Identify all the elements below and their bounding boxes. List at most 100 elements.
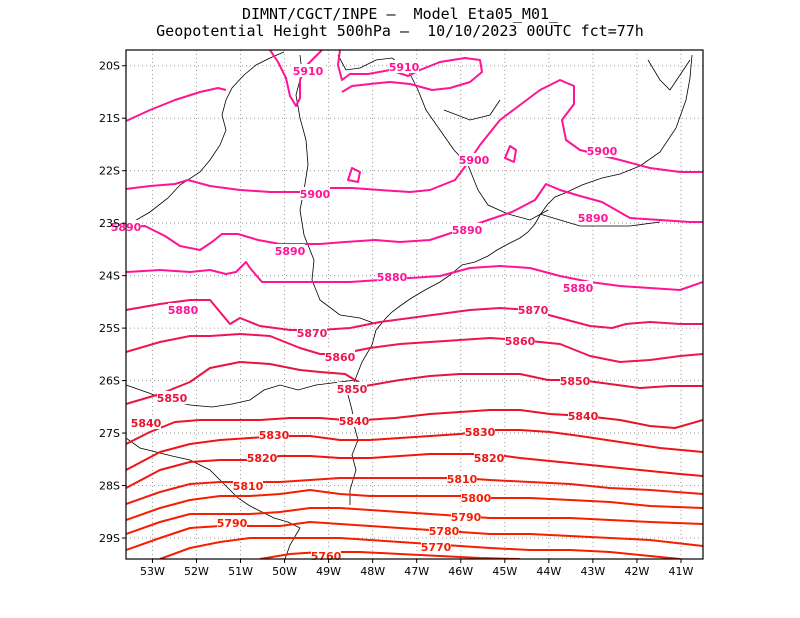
map-title-line1: DIMNT/CGCT/INPE — Model Eta05_M01_ (241, 5, 559, 23)
contour-label-5860: 5860 (325, 351, 356, 364)
contour-label-5790: 5790 (451, 511, 482, 524)
contour-label-5890: 5890 (275, 245, 306, 258)
contour-5810 (126, 477, 703, 505)
lat-tick-label: 23S (99, 217, 120, 230)
contour-label-5860: 5860 (505, 335, 536, 348)
contour-label-5840: 5840 (339, 415, 370, 428)
contour-label-bg (217, 516, 247, 529)
state-border (126, 437, 301, 559)
contour-label-bg (259, 428, 289, 441)
lon-tick-label: 49W (316, 565, 341, 578)
state-border (647, 59, 691, 91)
contour-label-5900: 5900 (587, 145, 618, 158)
lon-tick-label: 46W (448, 565, 473, 578)
contour-5790 (126, 507, 703, 535)
contour-5770 (159, 537, 681, 559)
contour-label-bg (293, 64, 323, 77)
state-border (337, 54, 549, 221)
contour-label-bg (505, 334, 535, 347)
contour-label-5890: 5890 (578, 212, 609, 225)
state-border (443, 99, 501, 121)
contour-label-bg (518, 303, 548, 316)
lon-tick-label: 48W (360, 565, 385, 578)
contour-5830 (126, 429, 703, 471)
lat-tick-label: 28S (99, 480, 120, 493)
contour-label-bg (157, 391, 187, 404)
contour-5800 (126, 489, 703, 521)
lon-tick-label: 41W (669, 565, 694, 578)
lon-tick-label: 42W (624, 565, 649, 578)
contour-label-bg (461, 491, 491, 504)
contour-label-bg (377, 270, 407, 283)
contour-5760 (259, 551, 521, 559)
contour-labels: 5910 591059005900590058905890589058905880… (111, 60, 618, 563)
contour-label-5880: 5880 (563, 282, 594, 295)
contour-5860 (126, 333, 703, 363)
contour-label-5910: 5910 (293, 65, 324, 78)
contour-label-5820: 5820 (474, 452, 505, 465)
contour-label-bg (560, 374, 590, 387)
lon-tick-label: 52W (184, 565, 209, 578)
contour-label-5820: 5820 (247, 452, 278, 465)
contour-5820 (126, 453, 703, 489)
contour-label-5780: 5780 (429, 525, 460, 538)
contour-label-bg (389, 60, 419, 73)
contour-5900 (126, 79, 703, 193)
contour-label-bg (447, 472, 477, 485)
lon-tick-label: 53W (140, 565, 165, 578)
contour-label-bg (452, 223, 482, 236)
lon-tick-label: 45W (492, 565, 517, 578)
lon-tick-label: 44W (536, 565, 561, 578)
contour-label-bg (131, 416, 161, 429)
map-title-line2: Geopotential Height 500hPa — 10/10/2023 … (156, 22, 644, 40)
contour-label-5830: 5830 (465, 426, 496, 439)
contour-5910 (337, 50, 483, 93)
contour-label-5900: 5900 (300, 188, 331, 201)
contour-label-5810: 5810 (233, 480, 264, 493)
contour-label-bg (587, 144, 617, 157)
contour-label-5870: 5870 (518, 304, 549, 317)
contour-label-bg (474, 451, 504, 464)
lon-tick-label: 50W (272, 565, 297, 578)
lat-tick-label: 21S (99, 112, 120, 125)
contour-label-bg (233, 479, 263, 492)
lat-tick-label: 24S (99, 270, 120, 283)
contour-label-bg (568, 409, 598, 422)
contour-5900 (347, 167, 361, 183)
contour-label-bg (465, 425, 495, 438)
lat-tick-label: 22S (99, 165, 120, 178)
contour-5900 (126, 87, 227, 122)
contour-label-bg (247, 451, 277, 464)
contour-label-5880: 5880 (168, 304, 199, 317)
geopotential-contours (126, 50, 703, 559)
contour-label-5850: 5850 (337, 383, 368, 396)
contour-5910 (269, 50, 323, 107)
contour-label-5840: 5840 (568, 410, 599, 423)
lat-tick-label: 29S (99, 532, 120, 545)
contour-label-5850: 5850 (560, 375, 591, 388)
contour-label-5770: 5770 (421, 541, 452, 554)
contour-label-5800: 5800 (461, 492, 492, 505)
contour-5900 (504, 145, 517, 163)
lon-tick-label: 43W (580, 565, 605, 578)
contour-label-5850: 5850 (157, 392, 188, 405)
contour-label-bg (421, 540, 451, 553)
contour-5840 (126, 409, 703, 445)
contour-5850 (126, 361, 703, 405)
lon-tick-label: 51W (228, 565, 253, 578)
contour-label-bg (429, 524, 459, 537)
lon-tick-label: 47W (404, 565, 429, 578)
contour-label-5790: 5790 (217, 517, 248, 530)
lat-tick-label: 26S (99, 375, 120, 388)
contour-5780 (126, 521, 703, 551)
contour-label-bg (459, 153, 489, 166)
contour-5870 (126, 299, 703, 331)
contour-label-5840: 5840 (131, 417, 162, 430)
contour-label-5900: 5900 (459, 154, 490, 167)
contour-label-bg (578, 211, 608, 224)
contour-label-5910: 5910 (389, 61, 420, 74)
contour-label-bg (300, 187, 330, 200)
contour-label-5880: 5880 (377, 271, 408, 284)
longitude-labels: 53W 52W 51W 50W 49W 48W 47W 46W 45W 44W 43W 42W 41W (140, 565, 694, 578)
